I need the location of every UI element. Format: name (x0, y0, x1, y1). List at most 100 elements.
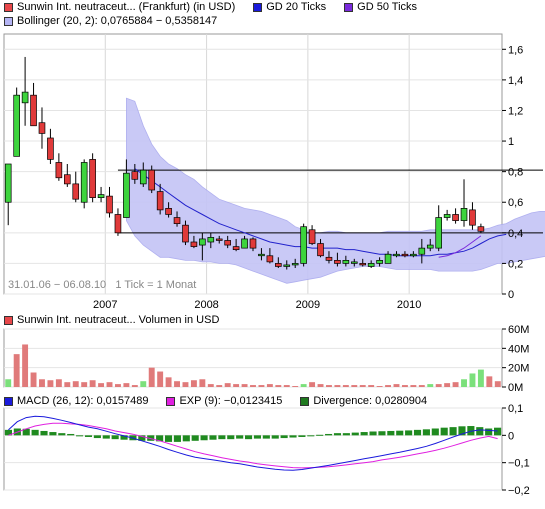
range-note: 31.01.06 − 06.08.10 1 Tick = 1 Monat (8, 279, 196, 291)
legend-gd20-item: GD 20 Ticks (249, 1, 326, 13)
volume-bar (300, 384, 307, 387)
volume-bar (376, 386, 383, 387)
divergence-bar (102, 435, 110, 439)
volume-bar (165, 377, 172, 387)
volume-bar (157, 371, 164, 387)
volume-bar (224, 383, 231, 387)
divergence-bar (209, 435, 217, 440)
divergence-bar (253, 435, 262, 439)
bollinger-band (126, 97, 545, 284)
price-xtick-label: 2008 (194, 299, 218, 311)
volume-bar (55, 379, 62, 387)
candle (291, 263, 299, 266)
candle (342, 260, 350, 264)
volume-bar (233, 384, 240, 387)
divergence-bar (58, 433, 66, 436)
volume-bar (182, 382, 189, 387)
volume-bar (30, 372, 37, 387)
volume-bar (47, 380, 54, 387)
volume-bar (444, 383, 451, 387)
volume-bar (368, 385, 375, 387)
price-ytick-label: 1 (508, 136, 514, 148)
volume-bar (64, 382, 71, 387)
volume-bar (461, 379, 467, 387)
candle (283, 264, 291, 267)
price-ytick-label: 1,4 (508, 75, 523, 87)
volume-bar (435, 384, 442, 387)
divergence-bar (244, 435, 253, 440)
volume-bar (393, 384, 400, 387)
volume-bar (199, 379, 206, 387)
candle (215, 238, 223, 241)
divergence-bar (360, 432, 368, 436)
divergence-bar (271, 435, 279, 439)
volume-bar (190, 380, 197, 387)
exp-line (8, 422, 498, 469)
divergence-bar (485, 428, 493, 436)
legend-macd-item: MACD (26, 12): 0,0157489 (0, 395, 148, 407)
divergence-bar (67, 433, 75, 436)
price-xtick-label: 2007 (93, 299, 117, 311)
divergence-bar (280, 435, 288, 439)
divergence-bar (440, 427, 448, 436)
candle (182, 224, 189, 243)
price-ytick-label: 1,2 (508, 105, 523, 117)
volume-ytick-label: 40M (508, 343, 529, 355)
candle (401, 253, 409, 257)
candle (426, 244, 434, 249)
macd-ytick-label: −0,1 (508, 458, 530, 470)
candle (359, 263, 367, 266)
volume-bar (81, 382, 88, 387)
volume-bar (401, 385, 408, 387)
divergence-bar (342, 433, 350, 436)
candle (443, 214, 451, 218)
volume-bar (469, 373, 476, 387)
legend-divergence-label: Divergence: 0,0280904 (313, 395, 428, 407)
volume-bar (452, 382, 459, 387)
candle (266, 255, 274, 263)
candle (148, 169, 156, 191)
divergence-bar (396, 430, 404, 436)
divergence-bar (298, 435, 306, 437)
legend-exp-item: EXP (9): −0,0123415 (162, 395, 282, 407)
volume-bar (410, 385, 417, 387)
candle (241, 238, 248, 249)
legend-macd-label: MACD (26, 12): 0,0157489 (17, 395, 149, 407)
volume-bar (39, 379, 45, 387)
divergence-bar (458, 426, 466, 436)
divergence-bar (111, 435, 119, 440)
candle (64, 174, 71, 185)
divergence-bar (200, 435, 208, 441)
divergence-bar (147, 435, 155, 441)
gd50-swatch (344, 2, 354, 12)
divergence-bar (49, 432, 57, 436)
volume-bar (131, 385, 138, 387)
volume-legend: Sunwin Int. neutraceut... Volumen in USD (0, 313, 233, 327)
divergence-bar (4, 429, 13, 436)
volume-bar (359, 385, 366, 387)
divergence-bar (316, 434, 324, 436)
candle (207, 237, 215, 243)
divergence-bar (413, 429, 422, 436)
candle (334, 260, 341, 264)
volume-bar (106, 382, 113, 387)
volume-bar (334, 385, 341, 387)
legend-volume-label: Sunwin Int. neutraceut... Volumen in USD (17, 314, 220, 326)
divergence-bar (182, 435, 190, 442)
divergence-bar (156, 435, 164, 442)
candle (21, 91, 29, 104)
candle (114, 214, 122, 234)
volume-bar (292, 386, 299, 387)
volume-bar (241, 384, 248, 387)
volume-bar (266, 384, 273, 387)
price-ytick-label: 0 (508, 289, 514, 301)
candle (384, 253, 392, 264)
price-ytick-label: 0,4 (508, 228, 523, 240)
volume-bar (123, 383, 130, 387)
candle (317, 243, 324, 257)
legend-divergence-item: Divergence: 0,0280904 (296, 395, 427, 407)
divergence-swatch (300, 396, 310, 406)
divergence-bar (84, 435, 93, 437)
candle (232, 246, 240, 250)
divergence-bar (325, 433, 333, 436)
